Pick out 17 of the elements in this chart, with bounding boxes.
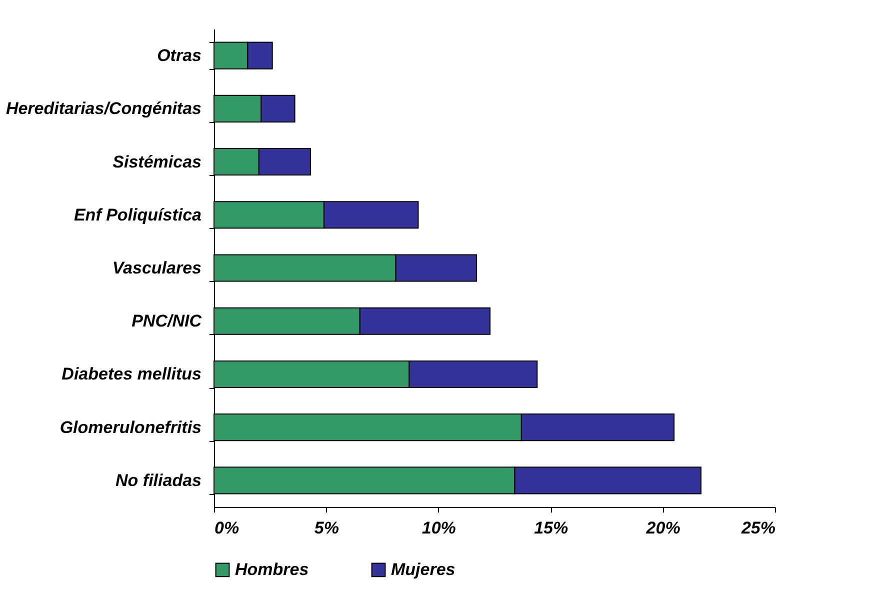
x-tick-label: 15% (534, 518, 568, 538)
x-tick-label: 0% (214, 518, 240, 538)
y-tick-label: Vasculares (112, 258, 202, 278)
x-tick-label: 5% (314, 518, 339, 538)
y-tick-label: PNC/NIC (132, 312, 202, 331)
y-tick-label: Glomerulonefritis (60, 418, 202, 437)
y-tick-label: No filiadas (116, 470, 202, 490)
x-tick-label: 20% (645, 518, 680, 538)
legend-label: Mujeres (391, 560, 456, 579)
y-tick-label: Diabetes mellitus (62, 364, 202, 384)
y-tick-label: Sistémicas (112, 152, 202, 172)
y-tick-label: Hereditarias/Congénitas (6, 99, 202, 118)
y-tick-label: Enf Poliquística (74, 205, 202, 224)
x-tick-label: 25% (740, 518, 776, 538)
y-tick-label: Otras (157, 46, 202, 66)
legend-label: Hombres (235, 560, 309, 579)
x-tick-label: 10% (422, 518, 456, 538)
